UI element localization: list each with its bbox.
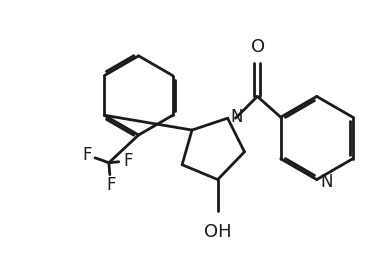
Text: F: F (123, 152, 132, 170)
Text: N: N (321, 173, 333, 190)
Text: O: O (251, 38, 265, 56)
Text: N: N (231, 108, 243, 126)
Text: F: F (82, 146, 92, 164)
Text: F: F (106, 176, 116, 193)
Text: OH: OH (204, 223, 232, 241)
